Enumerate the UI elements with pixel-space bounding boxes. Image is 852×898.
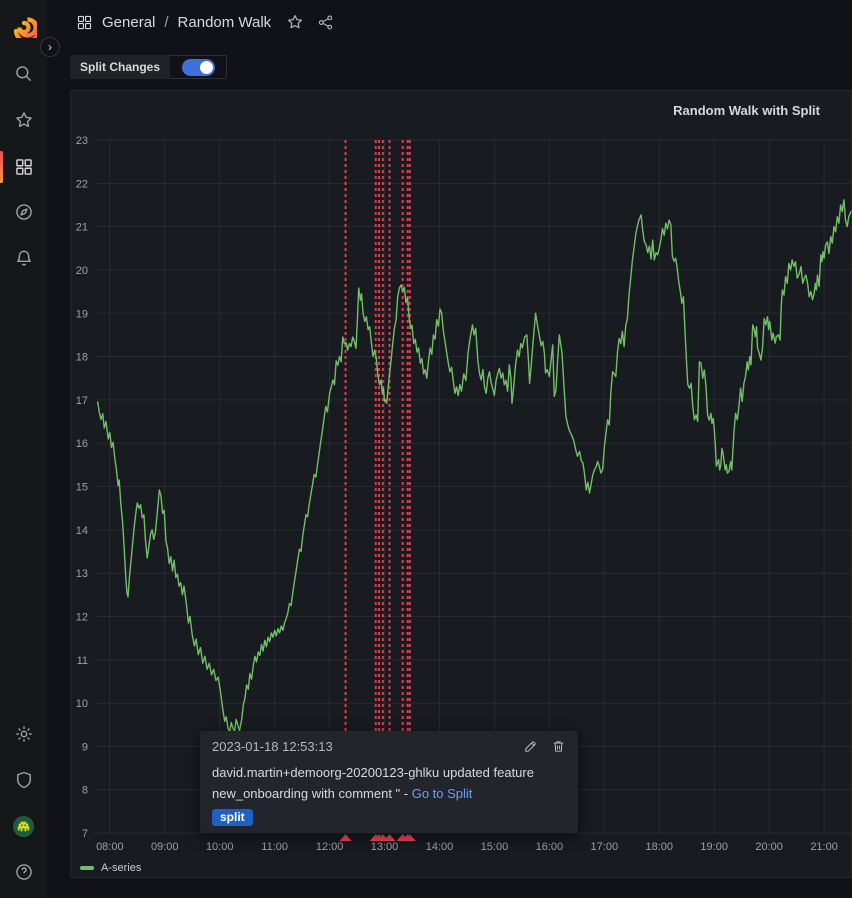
dashboard-grid-icon <box>76 14 93 31</box>
y-axis-tick-label: 9 <box>82 741 88 753</box>
y-axis-tick-label: 20 <box>76 265 88 277</box>
panel-title[interactable]: Random Walk with Split <box>673 103 820 118</box>
y-axis-tick-label: 18 <box>76 352 88 364</box>
toggle-knob <box>199 60 213 74</box>
y-axis-tick-label: 13 <box>76 568 88 580</box>
annotation-marker[interactable] <box>339 834 352 841</box>
edit-pencil-icon[interactable] <box>523 739 538 754</box>
y-axis-tick-label: 19 <box>76 308 88 320</box>
x-axis-tick-label: 08:00 <box>96 841 124 853</box>
sidebar <box>0 0 47 898</box>
annotation-marker[interactable] <box>403 834 416 841</box>
toggle-switch[interactable] <box>181 58 215 76</box>
annotation-tag-split[interactable]: split <box>212 809 253 826</box>
annotation-timestamp: 2023-01-18 12:53:13 <box>212 739 333 754</box>
explore-compass-icon[interactable] <box>0 195 47 229</box>
y-axis-tick-label: 21 <box>76 222 88 234</box>
x-axis-tick-label: 18:00 <box>645 841 673 853</box>
y-axis-tick-label: 10 <box>76 698 88 710</box>
series-line-A-series[interactable] <box>96 199 852 733</box>
annotation-tooltip: 2023-01-18 12:53:13 david.martin+demoorg… <box>200 731 578 833</box>
y-axis-tick-label: 16 <box>76 438 88 450</box>
legend-color-marker <box>80 866 94 870</box>
active-section-indicator <box>0 151 3 183</box>
x-axis-tick-label: 19:00 <box>700 841 728 853</box>
y-axis-tick-label: 14 <box>76 525 88 537</box>
y-axis-tick-label: 15 <box>76 482 88 494</box>
annotation-message: david.martin+demoorg-20200123-ghlku upda… <box>212 765 534 801</box>
x-axis-tick-label: 14:00 <box>426 841 454 853</box>
annotation-text: david.martin+demoorg-20200123-ghlku upda… <box>200 756 578 804</box>
breadcrumb: General / Random Walk <box>76 13 334 31</box>
search-icon[interactable] <box>0 57 47 91</box>
starred-icon[interactable] <box>0 103 47 137</box>
y-axis-tick-label: 22 <box>76 178 88 190</box>
y-axis-tick-label: 12 <box>76 611 88 623</box>
grafana-logo-icon[interactable] <box>0 8 47 42</box>
delete-trash-icon[interactable] <box>551 739 566 754</box>
x-axis-tick-label: 12:00 <box>316 841 344 853</box>
configuration-gear-icon[interactable] <box>0 717 47 751</box>
alerting-bell-icon[interactable] <box>0 241 47 275</box>
y-axis-tick-label: 8 <box>82 785 88 797</box>
annotation-tooltip-header: 2023-01-18 12:53:13 <box>200 731 578 756</box>
x-axis-tick-label: 15:00 <box>481 841 509 853</box>
legend-item-a-series[interactable]: A-series <box>80 862 141 874</box>
x-axis-tick-label: 11:00 <box>261 841 288 853</box>
breadcrumb-dashboard-title[interactable]: Random Walk <box>177 13 272 31</box>
split-changes-toggle[interactable] <box>170 55 228 79</box>
breadcrumb-separator: / <box>164 13 169 31</box>
x-axis-tick-label: 16:00 <box>536 841 564 853</box>
submenu-controls: Split Changes <box>70 55 228 79</box>
legend-label: A-series <box>101 862 142 874</box>
x-axis-tick-label: 17:00 <box>591 841 619 853</box>
go-to-split-link[interactable]: Go to Split <box>411 786 473 801</box>
user-avatar[interactable] <box>0 809 47 843</box>
y-axis-tick-label: 7 <box>82 828 88 840</box>
y-axis-tick-label: 17 <box>76 395 88 407</box>
favorite-star-icon[interactable] <box>286 13 304 31</box>
x-axis-tick-label: 09:00 <box>151 841 179 853</box>
help-icon[interactable] <box>0 855 47 889</box>
share-icon[interactable] <box>317 14 334 31</box>
x-axis-tick-label: 21:00 <box>810 841 838 853</box>
sidebar-expand-button[interactable]: › <box>40 37 60 57</box>
server-admin-shield-icon[interactable] <box>0 763 47 797</box>
breadcrumb-folder[interactable]: General <box>102 13 156 31</box>
annotation-marker[interactable] <box>383 834 396 841</box>
dashboards-icon[interactable] <box>0 150 47 184</box>
x-axis-tick-label: 13:00 <box>371 841 399 853</box>
y-axis-tick-label: 23 <box>76 135 88 147</box>
split-changes-label: Split Changes <box>70 55 171 79</box>
y-axis-tick-label: 11 <box>77 655 88 667</box>
x-axis-tick-label: 20:00 <box>755 841 783 853</box>
x-axis-tick-label: 10:00 <box>206 841 234 853</box>
